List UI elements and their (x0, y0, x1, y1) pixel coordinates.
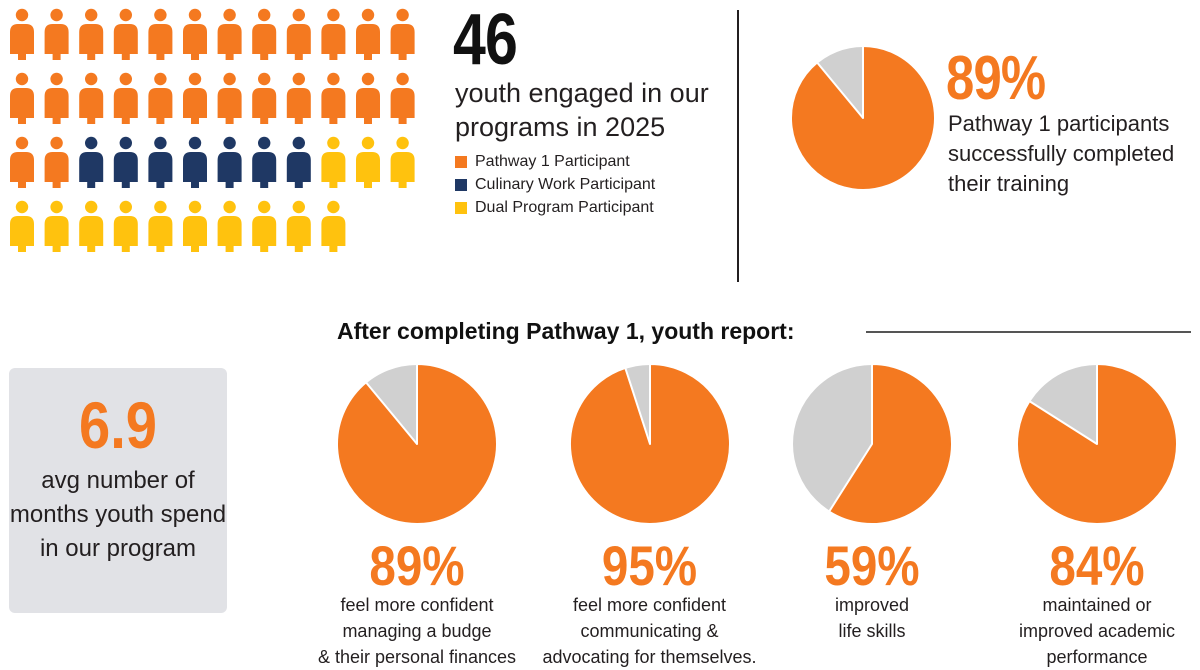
stat-life-skills: 59% improved life skills (782, 362, 962, 644)
stat-pie-academic (1016, 363, 1178, 525)
pie-slice-value (828, 363, 953, 525)
completion-description: Pathway 1 participants successfully comp… (948, 111, 1175, 196)
stat-description-life-skills: improved life skills (834, 595, 910, 641)
person-icon-pathway1 (148, 8, 173, 60)
stat-communicating: 95% feel more confident communicating & … (537, 362, 762, 670)
person-icon-pathway1 (10, 136, 34, 188)
section-rule (866, 331, 1191, 333)
legend-swatch-pathway1 (455, 155, 467, 168)
legend-swatch-dual (455, 201, 467, 214)
stat-description-communicating: feel more confident communicating & advo… (542, 595, 757, 667)
person-icon-dual (217, 200, 242, 252)
completion-pie-chart (790, 45, 936, 191)
person-icon-culinary (286, 136, 311, 188)
person-icon-dual (390, 136, 415, 188)
youth-total: 46 (453, 0, 518, 80)
person-icon-dual (183, 200, 207, 252)
person-icon-dual (356, 136, 380, 188)
person-icon-pathway1 (79, 72, 104, 124)
stat-percent-budget: 89% (369, 534, 465, 597)
person-icon-pathway1 (390, 72, 415, 124)
person-icon-culinary (252, 136, 277, 188)
person-icon-pathway1 (356, 72, 380, 124)
legend-item-dual: Dual Program Participant (455, 196, 655, 219)
person-icon-dual (10, 200, 34, 252)
person-icon-pathway1 (44, 8, 69, 60)
person-icon-pathway1 (10, 72, 34, 124)
person-icon-dual (321, 136, 346, 188)
completion-percent: 89% (946, 44, 1046, 113)
legend-label-dual: Dual Program Participant (475, 198, 654, 216)
stat-percent-life-skills: 59% (824, 534, 920, 597)
legend-label-culinary: Culinary Work Participant (475, 175, 656, 193)
months-card: 6.9 avg number of months youth spend in … (9, 368, 227, 613)
person-icon-dual (44, 200, 69, 252)
youth-total-description: youth engaged in our programs in 2025 (455, 78, 709, 142)
person-icon-pathway1 (113, 8, 138, 60)
person-icon-pathway1 (44, 136, 69, 188)
stat-pie-life-skills (791, 363, 953, 525)
person-icon-pathway1 (79, 8, 104, 60)
stat-percent-communicating: 95% (601, 534, 698, 597)
legend-item-pathway1: Pathway 1 Participant (455, 150, 655, 173)
stat-percent-academic: 84% (1049, 534, 1145, 597)
stat-pie-budget (336, 363, 498, 525)
legend: Pathway 1 Participant Culinary Work Part… (455, 150, 655, 219)
person-icon-culinary (183, 136, 207, 188)
person-icon-dual (79, 200, 104, 252)
person-icon-dual (148, 200, 173, 252)
person-icon-dual (252, 200, 277, 252)
stat-description-academic: maintained or improved academic performa… (1018, 595, 1176, 667)
person-icon-pathway1 (356, 8, 380, 60)
legend-swatch-culinary (455, 178, 467, 191)
person-icon-pathway1 (183, 8, 207, 60)
person-icon-pathway1 (286, 8, 311, 60)
person-icon-pathway1 (217, 8, 242, 60)
pie-slice-value (568, 363, 731, 525)
person-icon-culinary (113, 136, 138, 188)
section-title: After completing Pathway 1, youth report… (337, 318, 795, 344)
pie-slice-value (336, 363, 498, 525)
person-icon-dual (286, 200, 311, 252)
person-icon-pathway1 (286, 72, 311, 124)
months-value: 6.9 (79, 388, 157, 462)
stat-academic: 84% maintained or improved academic perf… (1002, 362, 1192, 670)
person-icon-pathway1 (252, 72, 277, 124)
person-icon-culinary (79, 136, 104, 188)
stat-description-budget: feel more confident managing a budge & t… (317, 595, 517, 667)
person-icon-pathway1 (183, 72, 207, 124)
pie-slice-value (790, 45, 936, 191)
person-icon-dual (321, 200, 346, 252)
person-icon-pathway1 (252, 8, 277, 60)
stat-budget: 89% feel more confident managing a budge… (312, 362, 522, 670)
legend-label-pathway1: Pathway 1 Participant (475, 152, 630, 170)
legend-item-culinary: Culinary Work Participant (455, 173, 655, 196)
person-icon-culinary (148, 136, 173, 188)
person-icon-pathway1 (10, 8, 34, 60)
vertical-divider (737, 10, 739, 282)
person-icon-pathway1 (321, 72, 346, 124)
person-icon-dual (113, 200, 138, 252)
person-icon-pathway1 (217, 72, 242, 124)
person-icon-pathway1 (44, 72, 69, 124)
person-icon-pathway1 (390, 8, 415, 60)
pie-slice-value (1016, 363, 1178, 525)
person-icon-pathway1 (113, 72, 138, 124)
youth-pictogram (10, 8, 415, 252)
stat-pie-communicating (568, 363, 731, 525)
person-icon-culinary (217, 136, 242, 188)
person-icon-pathway1 (148, 72, 173, 124)
person-icon-pathway1 (321, 8, 346, 60)
months-description: avg number of months youth spend in our … (9, 467, 227, 562)
